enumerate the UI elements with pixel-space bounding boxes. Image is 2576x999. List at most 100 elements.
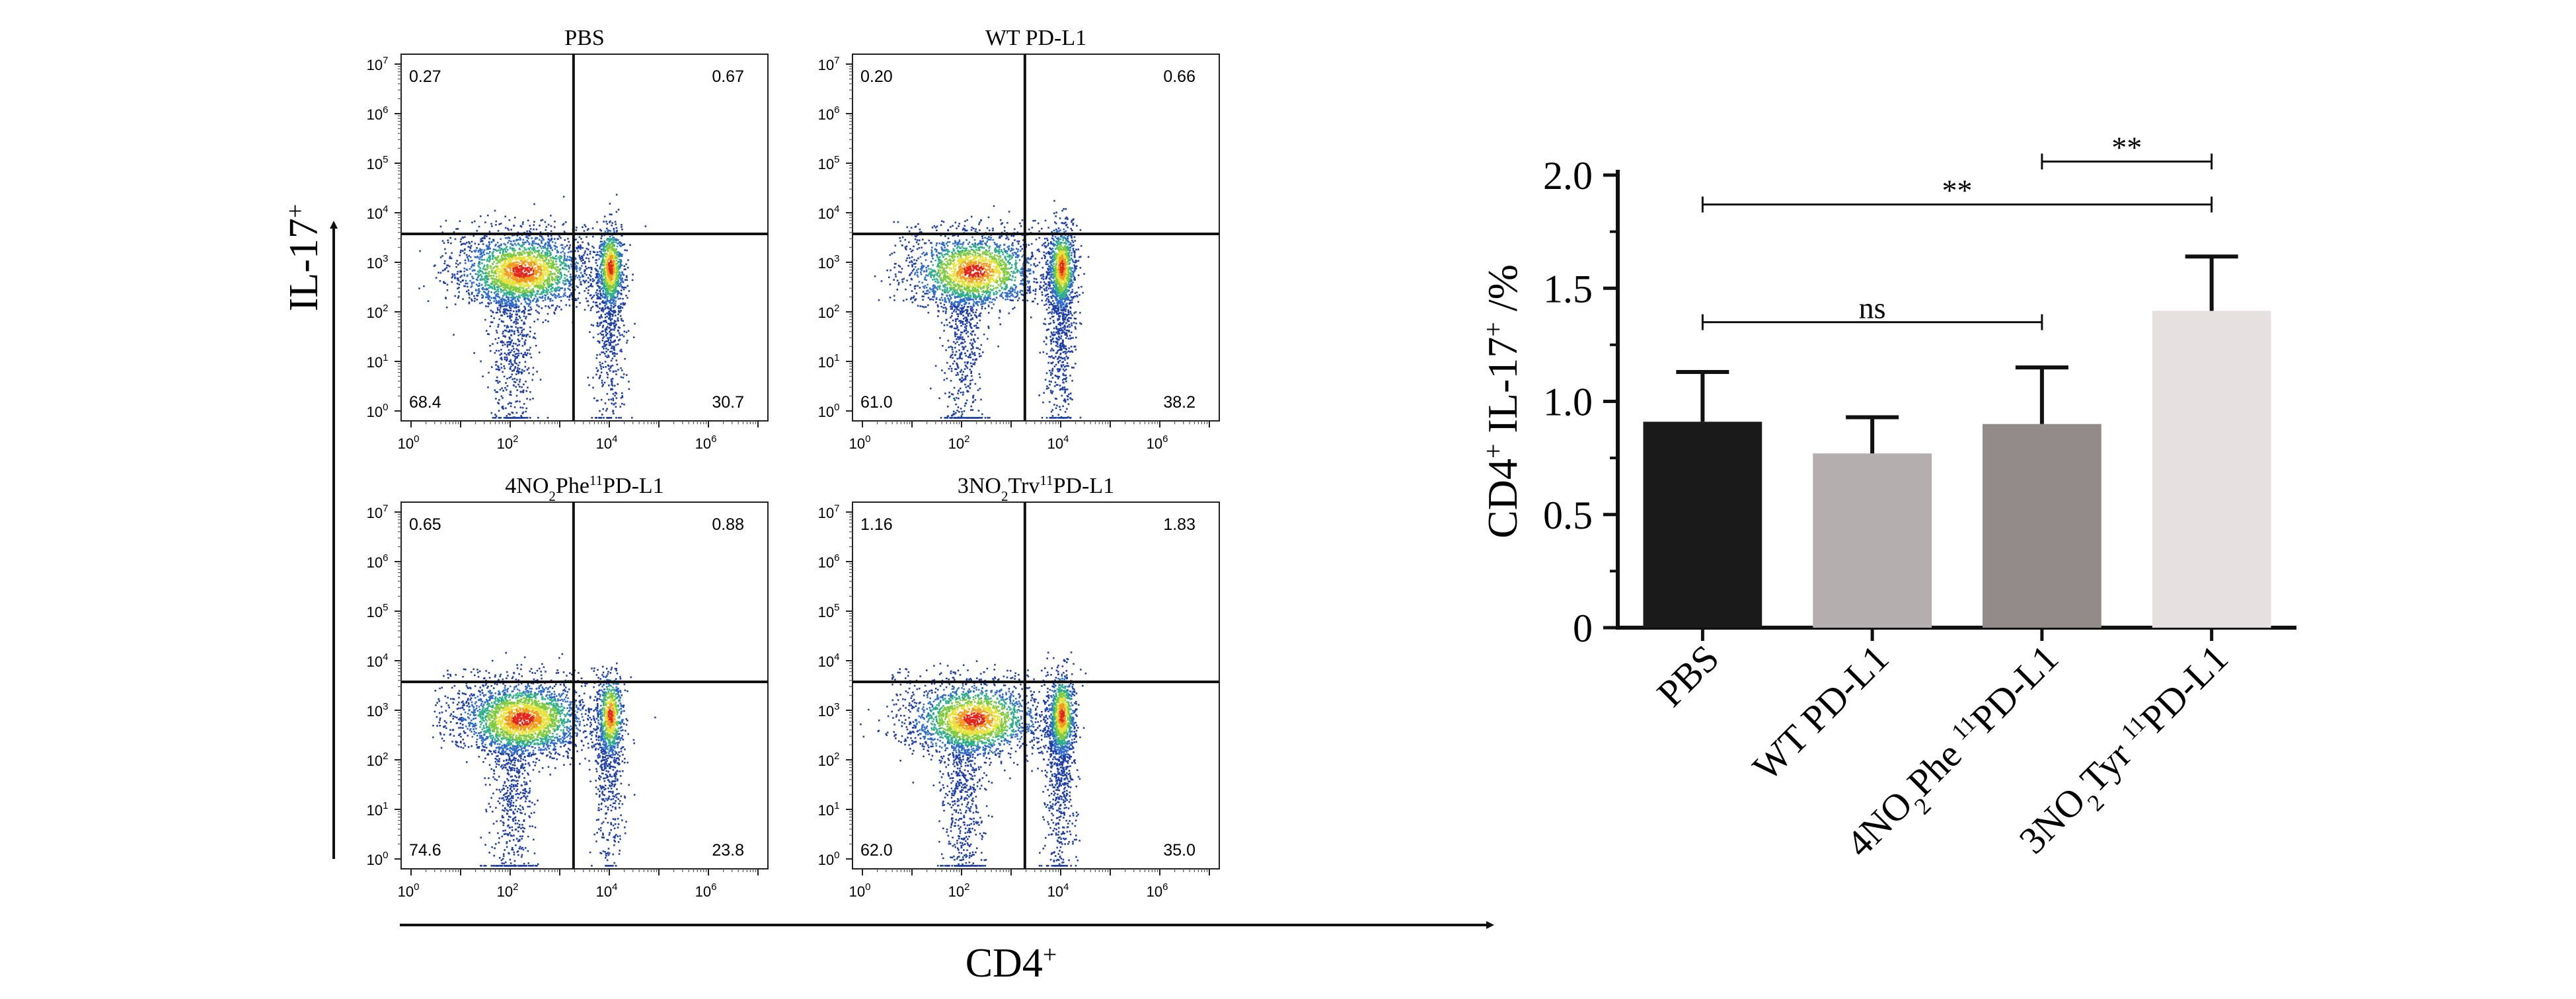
y-tick-label: 107 [818,503,840,521]
y-tick-label: 102 [818,303,840,321]
bar-y-tick-label: 0.5 [1543,494,1593,537]
quadrant-percent-lr: 38.2 [1163,393,1195,412]
significance-label: ** [2111,130,2142,164]
quadrant-percent-ur: 0.66 [1163,67,1195,86]
facs-panel-title: 4NO2Phe11PD-L1 [505,472,663,504]
quadrant-percent-ll: 74.6 [409,841,441,860]
bar-2 [1813,453,1932,628]
y-tick-label: 107 [367,55,389,73]
x-tick-label: 100 [849,433,871,452]
y-tick-label: 102 [367,303,389,321]
y-tick-label: 103 [818,701,840,720]
y-tick-label: 100 [367,850,389,868]
x-tick-label: 102 [497,881,519,900]
y-tick-label: 101 [367,800,389,819]
quadrant-percent-ur: 0.88 [712,515,744,534]
x-tick-label: 106 [1147,433,1168,452]
bar-y-tick-label: 1.0 [1543,381,1593,424]
significance-label: ** [1942,174,1973,207]
significance-label: ns [1859,291,1886,325]
y-tick-label: 103 [367,253,389,272]
x-tick-label: 100 [849,881,871,900]
y-tick-label: 104 [818,204,840,222]
x-tick-label: 102 [497,433,519,452]
y-tick-label: 103 [367,701,389,720]
category-label-2: WT PD-L1 [1744,636,1897,789]
y-tick-label: 102 [818,751,840,769]
facs-y-axis-label: IL-17+ [282,204,326,312]
x-tick-label: 104 [1047,881,1069,900]
y-tick-label: 102 [367,751,389,769]
quadrant-percent-ll: 62.0 [860,841,893,860]
y-tick-label: 103 [818,253,840,272]
quadrant-percent-ul: 1.16 [860,515,893,534]
y-tick-label: 104 [818,651,840,670]
bar-y-tick-label: 0 [1573,607,1593,650]
facs-panel-4: 3NO2Trv11PD-L1 1.16 1.83 62.0 35.0 100 101 102 1… [818,472,1219,900]
y-tick-label: 106 [367,104,389,123]
facs-x-axis-label: CD4+ [966,941,1057,986]
y-tick-label: 101 [818,800,840,819]
flow-cytometry-panels: PBS 0.27 0.67 68.4 30.7 100 101 102 103 104 105 106… [282,26,1490,986]
quadrant-percent-ur: 1.83 [1163,515,1195,534]
quadrant-percent-ul: 0.27 [409,67,441,86]
facs-plot-frame [401,54,768,421]
y-tick-label: 105 [367,154,389,172]
y-tick-label: 100 [367,402,389,420]
y-tick-label: 101 [818,352,840,371]
x-tick-label: 100 [398,881,420,900]
bar-y-tick-label: 2.0 [1543,154,1593,198]
facs-panel-title: PBS [564,26,605,50]
y-tick-label: 105 [818,602,840,620]
significance-bracket: ns [1702,291,2042,330]
x-tick-label: 104 [596,433,618,452]
quadrant-percent-ll: 61.0 [860,393,893,412]
y-tick-label: 104 [367,204,389,222]
facs-event-cloud [418,194,646,418]
y-tick-label: 106 [367,552,389,571]
x-tick-label: 100 [398,433,420,452]
quadrant-percent-lr: 23.8 [712,841,744,860]
quadrant-percent-lr: 35.0 [1163,841,1195,860]
bar-3 [1983,424,2102,628]
y-tick-label: 100 [818,850,840,868]
y-tick-label: 104 [367,651,389,670]
quadrant-percent-lr: 30.7 [712,393,744,412]
facs-panel-title: WT PD-L1 [985,26,1086,50]
quadrant-percent-ul: 0.20 [860,67,893,86]
y-tick-label: 105 [818,154,840,172]
x-tick-label: 102 [948,881,970,900]
x-tick-label: 106 [695,881,717,900]
y-tick-label: 100 [818,402,840,420]
y-tick-label: 101 [367,352,389,371]
facs-event-cloud [432,652,656,867]
y-tick-label: 107 [367,503,389,521]
x-tick-label: 106 [1147,881,1168,900]
bar-y-axis-label: CD4+ IL-17+ /% [1478,264,1527,538]
bar-y-tick-label: 1.5 [1543,267,1593,311]
y-tick-label: 106 [818,104,840,123]
quadrant-percent-ur: 0.67 [712,67,744,86]
facs-panel-1: PBS 0.27 0.67 68.4 30.7 100 101 102 103 104 105 106… [367,26,768,452]
x-tick-label: 102 [948,433,970,452]
y-tick-label: 106 [818,552,840,571]
facs-panel-3: 4NO2Phe11PD-L1 0.65 0.88 74.6 23.8 100 101 102 1… [367,472,768,900]
x-tick-label: 104 [596,881,618,900]
y-tick-label: 105 [367,602,389,620]
y-tick-label: 107 [818,55,840,73]
significance-bracket: ** [1702,174,2211,213]
facs-plot-frame [852,54,1219,421]
x-tick-label: 106 [695,433,717,452]
significance-bracket: ** [2042,130,2212,169]
quadrant-percent-ul: 0.65 [409,515,441,534]
bar-1 [1644,422,1762,628]
facs-panel-2: WT PD-L1 0.20 0.66 61.0 38.2 100 101 102 103 104 1… [818,26,1219,452]
category-label-1: PBS [1649,636,1727,715]
bar-4 [2152,311,2271,628]
facs-panel-title: 3NO2Trv11PD-L1 [958,472,1114,504]
quadrant-percent-ll: 68.4 [409,393,441,412]
x-tick-label: 104 [1047,433,1069,452]
facs-event-cloud [860,651,1086,867]
